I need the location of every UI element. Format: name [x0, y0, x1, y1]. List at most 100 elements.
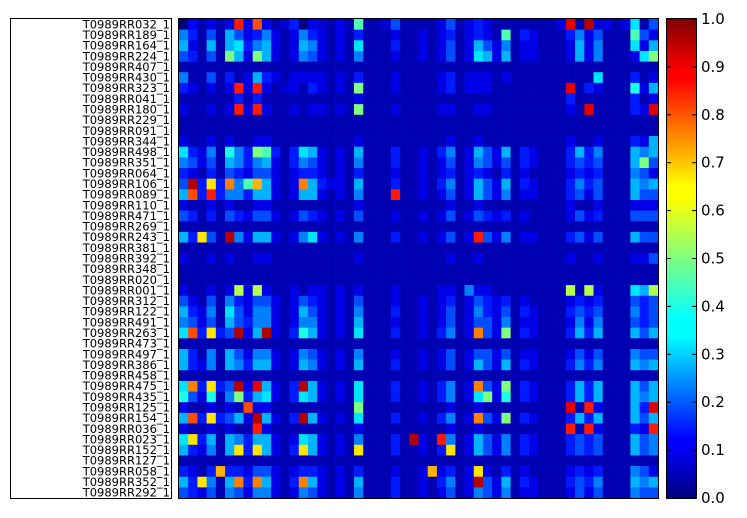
- heatmap-cell: [519, 455, 530, 467]
- heatmap-cell: [317, 295, 327, 307]
- heatmap-cell: [630, 72, 640, 84]
- heatmap-cell: [510, 295, 521, 307]
- heatmap-cell: [648, 487, 659, 499]
- heatmap-cell: [519, 104, 530, 116]
- heatmap-cell: [565, 93, 576, 105]
- heatmap-cell: [354, 423, 364, 435]
- heatmap-cell: [446, 306, 456, 318]
- heatmap-cell: [363, 455, 373, 467]
- heatmap-cell: [298, 82, 309, 94]
- heatmap-cell: [611, 19, 622, 30]
- heatmap-cell: [593, 104, 604, 116]
- heatmap-cell: [648, 189, 659, 201]
- heatmap-cell: [289, 221, 300, 233]
- heatmap-cell: [335, 274, 346, 286]
- heatmap-cell: [427, 423, 438, 435]
- heatmap-cell: [602, 306, 613, 318]
- heatmap-cell: [390, 231, 401, 243]
- heatmap-cell: [584, 455, 594, 467]
- heatmap-cell: [482, 423, 493, 435]
- heatmap-cell: [418, 82, 429, 94]
- heatmap-cell: [427, 242, 438, 254]
- heatmap-cell: [519, 274, 530, 286]
- heatmap-cell: [501, 210, 511, 222]
- heatmap-cell: [427, 274, 438, 286]
- heatmap-cell: [556, 274, 567, 286]
- heatmap-cell: [400, 178, 410, 190]
- heatmap-cell: [354, 253, 364, 265]
- heatmap-cell: [381, 253, 392, 265]
- heatmap-cell: [372, 306, 382, 318]
- heatmap-cell: [547, 338, 557, 350]
- heatmap-cell: [602, 359, 613, 371]
- heatmap-cell: [335, 370, 346, 382]
- heatmap-cell: [326, 380, 336, 392]
- heatmap-cell: [252, 29, 263, 41]
- heatmap-cell: [234, 306, 244, 318]
- heatmap-cell: [630, 370, 640, 382]
- heatmap-cell: [455, 157, 465, 169]
- heatmap-cell: [455, 114, 465, 126]
- heatmap-cell: [188, 423, 198, 435]
- heatmap-cell: [492, 29, 502, 41]
- heatmap-cell: [188, 444, 198, 456]
- heatmap-cell: [446, 136, 456, 148]
- heatmap-cell: [179, 61, 189, 73]
- heatmap-cell: [280, 29, 290, 41]
- heatmap-cell: [621, 402, 631, 414]
- heatmap-cell: [418, 327, 429, 339]
- heatmap-cell: [280, 19, 290, 30]
- heatmap-cell: [317, 285, 327, 297]
- heatmap-cell: [492, 412, 502, 424]
- heatmap-cell: [381, 210, 392, 222]
- heatmap-cell: [630, 434, 640, 446]
- heatmap-cell: [593, 242, 604, 254]
- heatmap-cell: [400, 402, 410, 414]
- heatmap-cell: [575, 125, 585, 137]
- heatmap-cell: [464, 348, 475, 360]
- heatmap-cell: [538, 295, 548, 307]
- heatmap-cell: [584, 423, 594, 435]
- heatmap-cell: [529, 338, 539, 350]
- heatmap-cell: [280, 253, 290, 265]
- heatmap-cell: [409, 295, 419, 307]
- heatmap-cell: [427, 104, 438, 116]
- heatmap-cell: [482, 114, 493, 126]
- heatmap-cell: [179, 391, 189, 403]
- heatmap-cell: [335, 104, 346, 116]
- heatmap-cell: [289, 434, 300, 446]
- heatmap-cell: [179, 136, 189, 148]
- heatmap-cell: [409, 189, 419, 201]
- heatmap-cell: [280, 317, 290, 328]
- heatmap-cell: [492, 199, 502, 211]
- heatmap-cell: [547, 210, 557, 222]
- heatmap-cell: [252, 61, 263, 73]
- heatmap-cell: [547, 412, 557, 424]
- heatmap-cell: [482, 199, 493, 211]
- heatmap-cell: [418, 380, 429, 392]
- heatmap-cell: [455, 19, 465, 30]
- heatmap-cell: [400, 231, 410, 243]
- heatmap-cell: [418, 125, 429, 137]
- heatmap-cell: [344, 29, 355, 41]
- heatmap-cell: [179, 72, 189, 84]
- heatmap-cell: [409, 444, 419, 456]
- heatmap-cell: [372, 274, 382, 286]
- heatmap-cell: [317, 412, 327, 424]
- heatmap-cell: [519, 317, 530, 328]
- row-label: T0989RR122_1: [82, 305, 170, 319]
- heatmap-cell: [455, 274, 465, 286]
- heatmap-cell: [197, 221, 207, 233]
- heatmap-cell: [243, 242, 253, 254]
- heatmap-cell: [234, 263, 244, 275]
- heatmap-cell: [335, 146, 346, 158]
- heatmap-cell: [179, 125, 189, 137]
- heatmap-cell: [372, 253, 382, 265]
- heatmap-cell: [206, 444, 217, 456]
- heatmap-cell: [206, 40, 217, 52]
- heatmap-cell: [197, 114, 207, 126]
- heatmap-cell: [326, 199, 336, 211]
- heatmap-cell: [363, 338, 373, 350]
- heatmap-cell: [648, 466, 659, 478]
- heatmap-cell: [593, 168, 604, 179]
